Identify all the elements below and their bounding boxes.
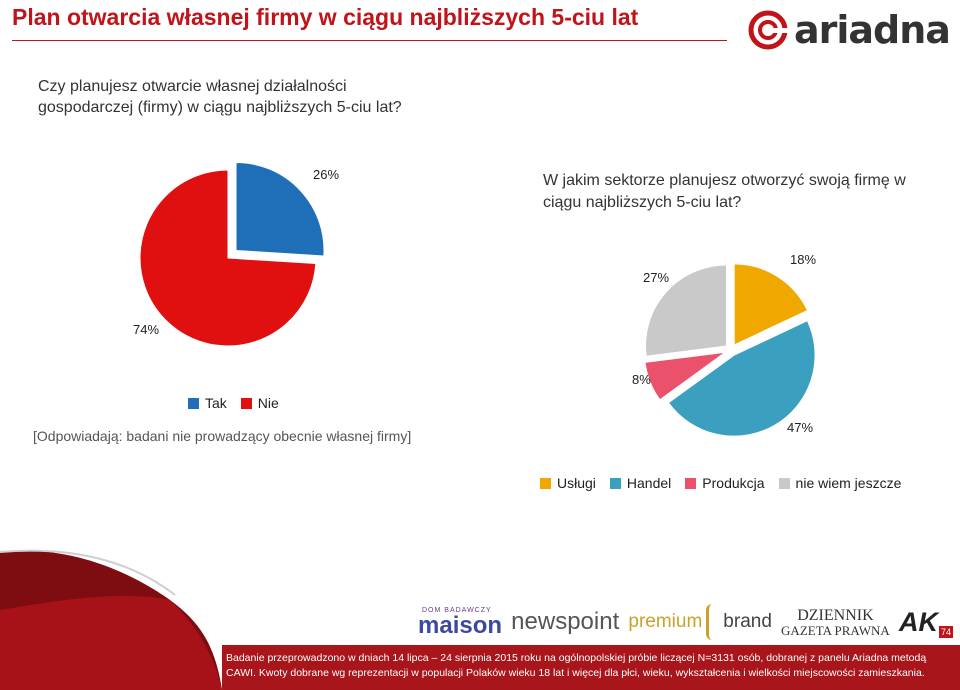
footer-bar <box>222 645 960 690</box>
maison-logo: DOM BADAWCZY maison <box>418 607 502 638</box>
legend-label-nie: Nie <box>257 395 279 411</box>
brand-logo-text: brand <box>723 611 772 632</box>
respondents-note: [Odpowiadają: badani nie prowadzący obec… <box>33 428 412 444</box>
legend-item-nie: Nie <box>240 395 279 411</box>
legend-label-nie-wiem: nie wiem jeszcze <box>795 475 902 491</box>
data-label-uslugi: 18% <box>790 252 817 267</box>
newspoint-logo: newspoint <box>511 608 620 635</box>
dgp-logo: DZIENNIK GAZETA PRAWNA <box>781 606 890 638</box>
legend-label-tak: Tak <box>205 395 227 411</box>
ariadna-logo-text: ariadna <box>794 8 951 52</box>
legend-swatch-tak <box>188 397 199 409</box>
legend-swatch-nie-wiem <box>778 477 790 489</box>
dgp-logo-line1: DZIENNIK <box>797 606 874 624</box>
legend-item-uslugi: Usługi <box>540 475 596 491</box>
dgp-logo-line2: GAZETA PRAWNA <box>781 622 890 638</box>
footer-swoosh-inner <box>0 595 222 690</box>
question-2: W jakim sektorze planujesz otworzyć swoj… <box>543 172 906 211</box>
data-label-handel: 47% <box>787 420 814 435</box>
legend-label-uslugi: Usługi <box>557 475 596 491</box>
legend-item-nie-wiem: nie wiem jeszcze <box>778 475 902 491</box>
legend-swatch-handel <box>609 477 621 489</box>
question-1: Czy planujesz otwarcie własnej działalno… <box>38 78 402 116</box>
pie-slice-uslugi <box>733 263 809 346</box>
legend-label-handel: Handel <box>626 475 672 491</box>
legend-item-handel: Handel <box>609 475 672 491</box>
legend-swatch-produkcja <box>685 477 697 489</box>
ak-logo-badge: 74 <box>938 625 953 638</box>
legend-item-tak: Tak <box>188 395 227 411</box>
maison-logo-text: maison <box>418 611 503 639</box>
maison-logo-top: DOM BADAWCZY <box>422 606 492 614</box>
data-label-nie: 74% <box>133 322 160 337</box>
pie-slice-tak <box>235 161 325 257</box>
legend-item-produkcja: Produkcja <box>685 475 765 491</box>
data-label-tak: 26% <box>313 167 340 182</box>
pie-slice-handel <box>667 320 816 437</box>
premium-brand-logo: premium brand <box>628 604 772 640</box>
legend-swatch-uslugi <box>540 477 551 489</box>
legend-chart-1: Tak Nie <box>188 395 293 411</box>
premium-brand-divider <box>706 604 719 640</box>
page-title: Plan otwarcia własnej firmy w ciągu najb… <box>12 4 639 30</box>
pie-slice-nie <box>139 169 317 347</box>
partner-logos: DOM BADAWCZY maison newspoint premium br… <box>418 602 953 642</box>
ak74-logo: AK 74 <box>899 607 953 638</box>
premium-logo-text: premium <box>628 611 703 632</box>
title-rule <box>12 40 727 41</box>
footer-swoosh-edge <box>0 549 176 596</box>
legend-swatch-nie <box>240 397 252 409</box>
data-label-nie-wiem-jeszcze: 27% <box>643 270 670 285</box>
pie-slice-nie-wiem-jeszcze <box>645 264 727 357</box>
pie-slice-produkcja <box>644 351 726 401</box>
ariadna-logo-icon <box>748 10 788 50</box>
footer-methodology: Badanie przeprowadzono w dniach 14 lipca… <box>226 652 927 679</box>
ariadna-logo: ariadna <box>748 8 951 52</box>
legend-chart-2: Usługi Handel Produkcja nie wiem jeszcze <box>540 475 915 491</box>
ak-logo-text: AK <box>898 606 938 637</box>
data-label-produkcja: 8% <box>632 372 651 387</box>
legend-label-produkcja: Produkcja <box>702 475 765 491</box>
